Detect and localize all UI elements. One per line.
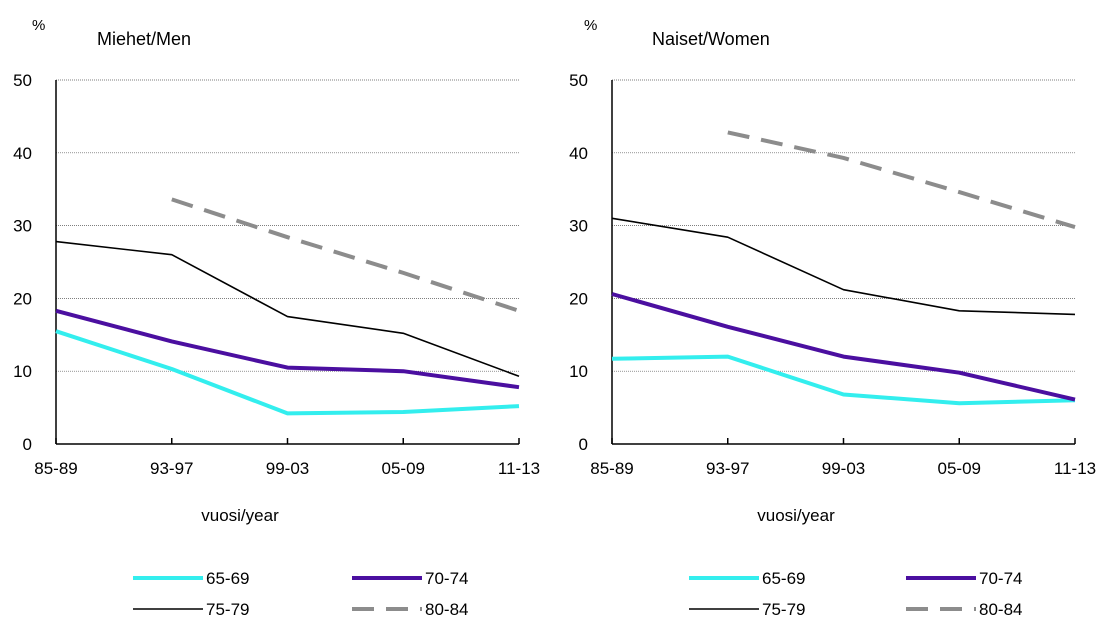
y-tick-label: 0	[579, 435, 588, 454]
x-tick-label: 85-89	[34, 459, 77, 478]
series-line-70-74	[611, 292, 1076, 402]
y-tick-label: 50	[13, 71, 32, 90]
legend-label: 80-84	[979, 600, 1022, 617]
x-tick-label: 11-13	[498, 459, 540, 478]
series-line-65-69	[55, 329, 520, 416]
y-axis-unit: %	[32, 17, 45, 34]
y-tick-label: 40	[569, 144, 588, 163]
legend-label: 70-74	[979, 569, 1022, 588]
y-tick-label: 10	[13, 362, 32, 381]
x-tick-label: 05-09	[938, 459, 981, 478]
y-tick-label: 30	[13, 217, 32, 236]
series-line-75-79	[55, 240, 520, 378]
series-line-70-74	[55, 308, 520, 390]
y-tick-label: 40	[13, 144, 32, 163]
legend-label: 80-84	[425, 600, 468, 617]
x-tick-label: 11-13	[1054, 459, 1096, 478]
x-axis-title: vuosi/year	[757, 506, 835, 525]
legend-label: 65-69	[206, 569, 249, 588]
x-tick-label: 93-97	[150, 459, 193, 478]
chart-panel-0: % Miehet/Men 0 10 20 30 40 50 85-89 93-97 99-03 05-…	[13, 17, 540, 619]
x-tick-label: 93-97	[706, 459, 749, 478]
y-axis-unit: %	[584, 17, 597, 34]
x-tick-label: 99-03	[266, 459, 309, 478]
y-tick-label: 50	[569, 71, 588, 90]
chart-panel-1: % Naiset/Women 0 10 20 30 40 50 85-89 93-97 99-03 0…	[569, 17, 1096, 619]
series-line-80-84	[171, 197, 520, 313]
legend-label: 75-79	[762, 600, 805, 617]
legend-label: 65-69	[762, 569, 805, 588]
legend-label: 70-74	[425, 569, 468, 588]
x-tick-label: 05-09	[382, 459, 425, 478]
x-tick-label: 99-03	[822, 459, 865, 478]
chart-title: Naiset/Women	[652, 29, 770, 49]
chart-title: Miehet/Men	[97, 29, 191, 49]
series-line-75-79	[611, 217, 1076, 316]
y-tick-label: 20	[13, 289, 32, 308]
series-line-65-69	[611, 354, 1076, 406]
y-tick-label: 30	[569, 217, 588, 236]
x-axis-title: vuosi/year	[201, 506, 279, 525]
y-tick-label: 10	[569, 362, 588, 381]
y-tick-label: 0	[23, 435, 32, 454]
series-line-80-84	[727, 130, 1076, 230]
x-tick-label: 85-89	[590, 459, 633, 478]
legend-label: 75-79	[206, 600, 249, 617]
y-tick-label: 20	[569, 289, 588, 308]
